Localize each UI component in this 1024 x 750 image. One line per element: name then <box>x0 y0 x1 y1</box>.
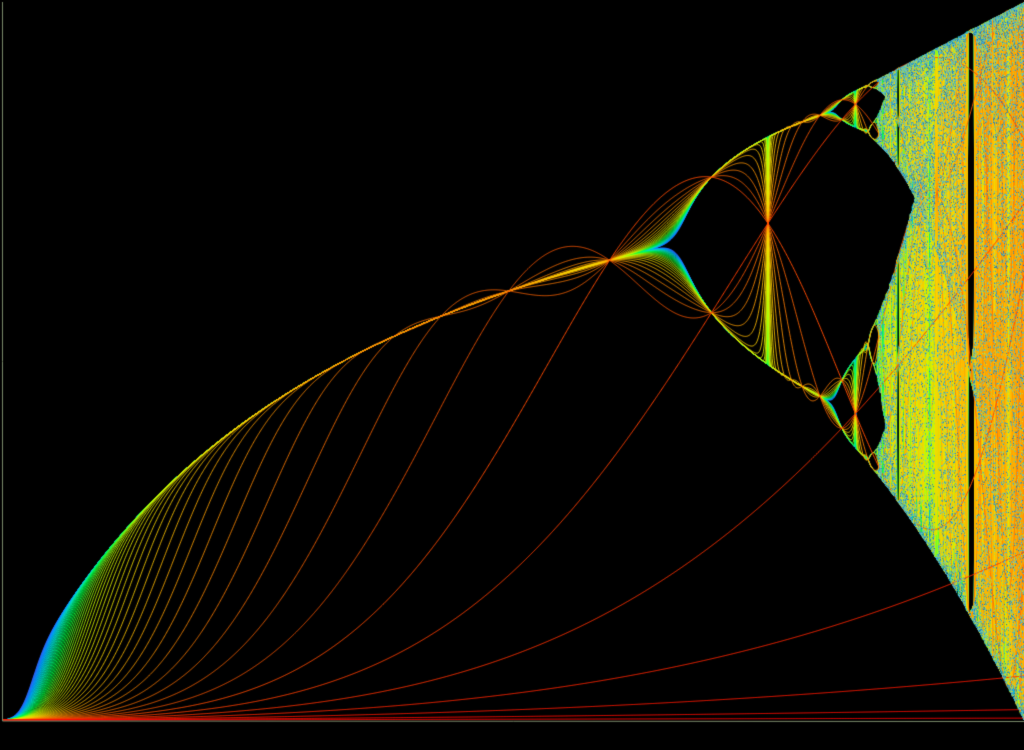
iterate-curves-canvas <box>0 0 1024 750</box>
bifurcation-plot <box>0 0 1024 750</box>
